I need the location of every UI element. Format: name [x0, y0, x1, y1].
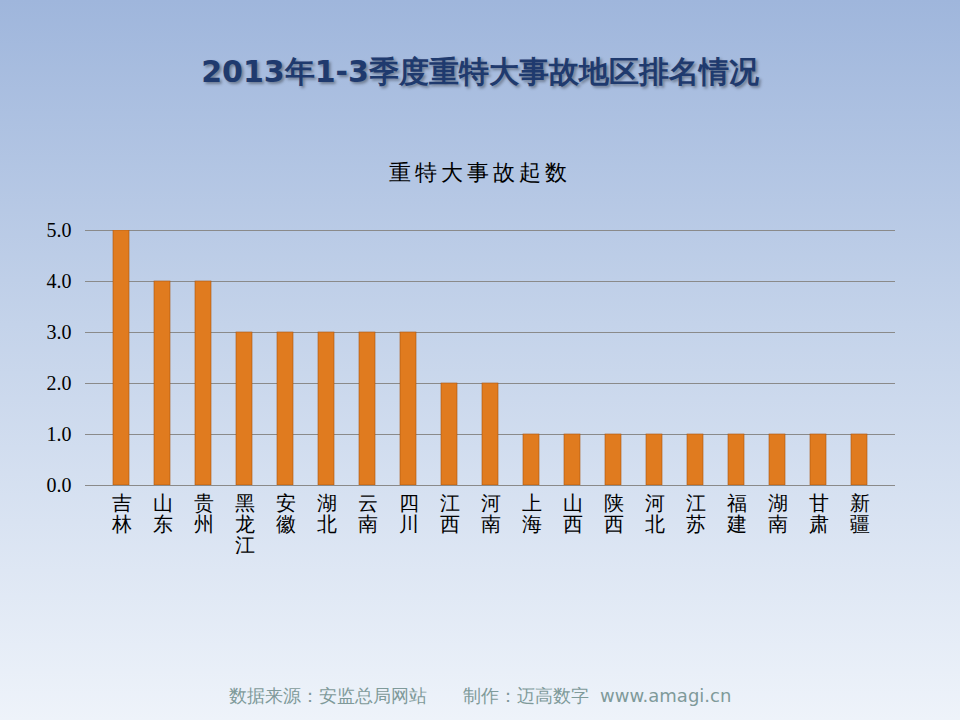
svg-text:湖南: 湖南	[768, 491, 788, 536]
svg-text:1.0: 1.0	[47, 423, 72, 445]
svg-text:黑龙江: 黑龙江	[235, 491, 255, 557]
svg-text:河北: 河北	[645, 491, 665, 536]
svg-text:河南: 河南	[481, 491, 501, 536]
svg-text:甘肃: 甘肃	[809, 491, 829, 536]
svg-text:湖北: 湖北	[317, 491, 337, 536]
svg-text:江西: 江西	[440, 491, 460, 536]
svg-text:上海: 上海	[522, 491, 542, 536]
svg-text:3.0: 3.0	[47, 321, 72, 343]
html-text:数据来源：安监总局网站 制作：迈高数字 www.amagi.: 数据来源：安监总局网站 制作：迈高数字 www.amagi.cn	[228, 685, 732, 706]
svg-text:云南: 云南	[358, 491, 378, 536]
svg-text:4.0: 4.0	[47, 270, 72, 292]
svg-text:0.0: 0.0	[47, 474, 72, 496]
html-text:重特大事故起数: 重特大事故起数	[389, 160, 571, 185]
svg-text:2.0: 2.0	[47, 372, 72, 394]
svg-text:新疆: 新疆	[850, 491, 870, 536]
svg-text:福建: 福建	[726, 491, 747, 536]
svg-text:安徽: 安徽	[276, 491, 296, 536]
svg-text:5.0: 5.0	[47, 219, 72, 241]
svg-text:四川: 四川	[399, 491, 419, 536]
svg-text:江苏: 江苏	[686, 491, 706, 536]
svg-text:贵州: 贵州	[194, 491, 214, 536]
svg-text:山西: 山西	[563, 491, 583, 536]
html-text:2013年1-3季度重特大事故地区排名情况: 2013年1-3季度重特大事故地区排名情况	[201, 54, 759, 89]
svg-text:山东: 山东	[153, 491, 173, 536]
svg-text:陕西: 陕西	[604, 491, 624, 536]
svg-text:吉林: 吉林	[111, 491, 132, 536]
